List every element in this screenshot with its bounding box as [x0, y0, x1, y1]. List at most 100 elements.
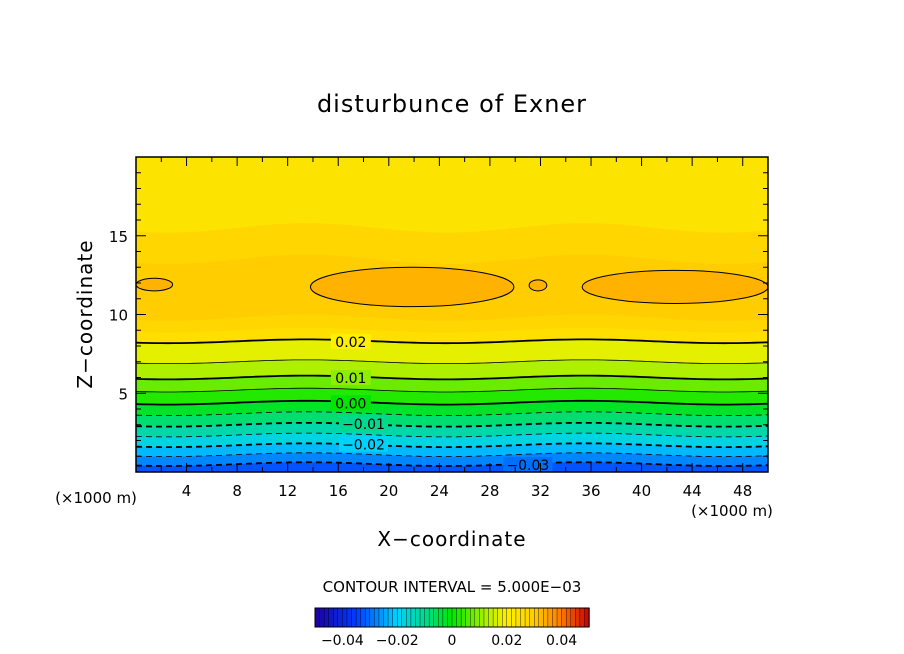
contour-label: 0.00: [335, 396, 366, 412]
x-tick-label: 36: [581, 482, 600, 500]
colorbar-cell: [575, 607, 581, 628]
colorbar-cell: [529, 607, 535, 628]
contour-band: [136, 462, 768, 472]
high-region: [136, 277, 174, 292]
contour-lines: [136, 338, 768, 467]
plot-area: 0.02 0.01 0.00 −0.01 −0.02 −0.03: [136, 157, 768, 474]
colorbar-cell: [538, 607, 545, 628]
x-tick-label: 28: [480, 482, 499, 500]
x-tick-label: 4: [182, 482, 192, 500]
y-tick-label: 10: [109, 307, 128, 325]
colorbar-cell: [328, 607, 334, 628]
colorbar-cell: [497, 607, 503, 628]
colorbar-cell: [520, 607, 526, 628]
colorbar-cell: [392, 607, 398, 628]
colorbar-tick-label: 0.04: [546, 633, 577, 649]
contour-label-bg: [339, 436, 389, 452]
colorbar-cell: [579, 607, 586, 628]
colorbar-cell: [492, 607, 499, 628]
contour-line: [136, 359, 768, 365]
contour-line: [136, 442, 768, 449]
contour-line: [136, 387, 768, 393]
colorbar-cell: [401, 607, 408, 628]
colorbar-cell: [470, 607, 476, 628]
colorbar-cell: [556, 607, 563, 628]
colorbar-cell: [410, 607, 417, 628]
contour-label: 0.01: [335, 371, 366, 387]
colorbar-cell: [387, 607, 394, 628]
contour-label: −0.03: [506, 458, 549, 474]
colorbar-cell: [543, 607, 549, 628]
x-tick-label: 16: [329, 482, 348, 500]
y-tick-label: 15: [109, 228, 128, 246]
contour-label-bg: [330, 395, 371, 411]
contour-line: [136, 421, 768, 428]
contour-labels: 0.02 0.01 0.00 −0.01 −0.02 −0.03: [330, 333, 553, 474]
colorbar-cell: [488, 607, 494, 628]
colorbar-cell: [342, 607, 348, 628]
contour-label: 0.02: [335, 335, 366, 351]
contour-fills: [136, 223, 768, 472]
contour-label: −0.02: [342, 438, 385, 454]
y-tick-label: 5: [118, 385, 128, 403]
colorbar-cell: [415, 607, 421, 628]
y-axis-unit: (×1000 m): [55, 489, 137, 507]
colorbar-cell: [319, 607, 325, 628]
colorbar: [314, 607, 590, 628]
colorbar-cell: [442, 607, 449, 628]
colorbar-cell: [479, 607, 485, 628]
axis-ticks: [135, 156, 769, 473]
colorbar-cell: [534, 607, 540, 628]
x-tick-label: 32: [531, 482, 550, 500]
colorbar-cell: [433, 607, 440, 628]
x-tick-label: 44: [683, 482, 702, 500]
colorbar-cell: [552, 607, 558, 628]
colorbar-tick-labels: −0.04 −0.02 0 0.02 0.04: [321, 633, 577, 649]
colorbar-cell: [483, 607, 490, 628]
colorbar-cell: [360, 607, 366, 628]
colorbar-cell: [511, 607, 517, 628]
contour-label-bg: [330, 333, 371, 349]
x-axis-label: X−coordinate: [377, 527, 526, 551]
x-tick-label: 48: [733, 482, 752, 500]
high-region: [528, 279, 548, 292]
contour-line: [136, 432, 768, 438]
x-tick-label: 8: [232, 482, 242, 500]
colorbar-cell: [561, 607, 567, 628]
colorbar-cell: [419, 607, 426, 628]
colorbar-cell: [346, 607, 353, 628]
colorbar-tick-label: −0.04: [321, 633, 364, 649]
colorbar-cell: [351, 607, 357, 628]
colorbar-cell: [406, 607, 412, 628]
colorbar-cell: [333, 607, 339, 628]
colorbar-cell: [383, 607, 389, 628]
contour-line: [136, 338, 768, 345]
colorbar-cell: [460, 607, 467, 628]
colorbar-cell: [369, 607, 376, 628]
colorbar-cell: [438, 607, 444, 628]
colorbar-cell: [378, 607, 385, 628]
colorbar-cell: [365, 607, 371, 628]
y-axis-label: Z−coordinate: [73, 239, 97, 388]
high-region: [309, 266, 515, 308]
contour-line: [136, 399, 768, 406]
colorbar-cell: [570, 607, 577, 628]
x-tick-label: 20: [379, 482, 398, 500]
contour-line: [136, 461, 768, 467]
colorbar-cell: [323, 607, 330, 628]
x-axis-unit: (×1000 m): [691, 502, 773, 520]
colorbar-tick-label: 0: [448, 633, 457, 649]
colorbar-cell: [502, 607, 508, 628]
colorbar-cell: [337, 607, 344, 628]
colorbar-cell: [465, 607, 471, 628]
colorbar-cell: [374, 607, 380, 628]
contour-label-bg: [339, 416, 389, 432]
colorbar-cell: [456, 607, 462, 628]
colorbar-cell: [428, 607, 435, 628]
contour-line: [136, 411, 768, 417]
colorbar-cell: [547, 607, 554, 628]
contour-interval-text: CONTOUR INTERVAL = 5.000E−03: [323, 578, 582, 596]
colorbar-cell: [314, 607, 321, 628]
